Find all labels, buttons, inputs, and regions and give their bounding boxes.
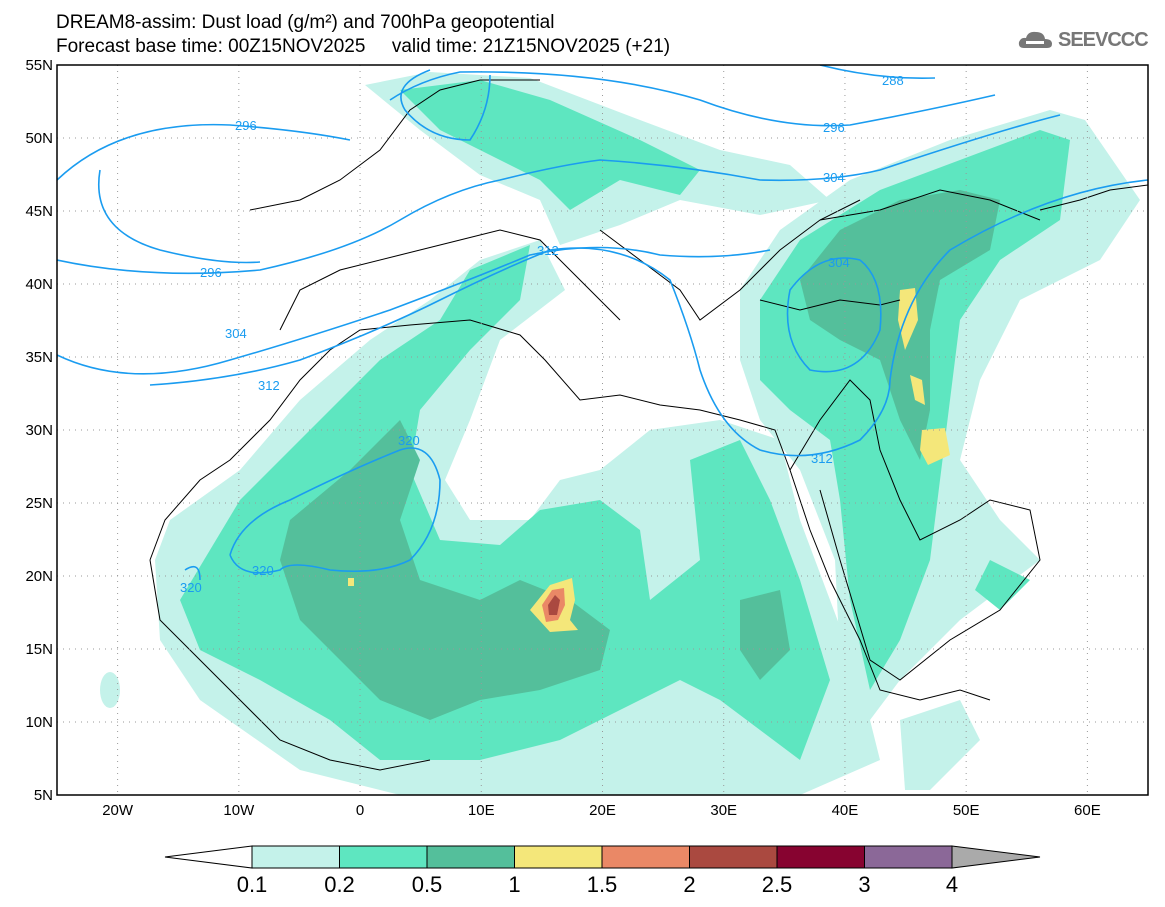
colorbar-under-arrow xyxy=(164,845,253,869)
lon-label: 60E xyxy=(1074,802,1101,819)
contour-label: 312 xyxy=(537,243,559,258)
colorbar-tick-label: 0.2 xyxy=(324,872,355,897)
lat-label: 30N xyxy=(25,422,53,439)
colorbar-swatch xyxy=(426,845,515,869)
contour-label: 304 xyxy=(823,170,845,185)
cloud-icon xyxy=(1018,31,1052,48)
colorbar-swatch xyxy=(339,845,428,869)
contour-label: 288 xyxy=(882,73,904,88)
colorbar-tick-label: 2.5 xyxy=(762,872,793,897)
lat-label: 25N xyxy=(25,495,53,512)
contour-label: 320 xyxy=(252,563,274,578)
colorbar-swatch xyxy=(251,845,340,869)
lon-label: 30E xyxy=(710,802,737,819)
contour-label: 296 xyxy=(200,265,222,280)
colorbar-tick-label: 1 xyxy=(508,872,520,897)
colorbar-swatch xyxy=(514,845,603,869)
lon-label: 20W xyxy=(102,802,134,819)
lat-label: 45N xyxy=(25,203,53,220)
lat-label: 10N xyxy=(25,714,53,731)
longitude-labels: 20W 10W 0 10E 20E 30E 40E 50E 60E xyxy=(102,802,1101,819)
chart-subtitle: Forecast base time: 00Z15NOV2025 valid t… xyxy=(56,36,671,57)
colorbar-tick-label: 2 xyxy=(683,872,695,897)
colorbar-swatch xyxy=(689,845,778,869)
contour-label: 320 xyxy=(180,580,202,595)
lon-label: 10E xyxy=(468,802,495,819)
lon-label: 0 xyxy=(356,802,364,819)
lon-label: 40E xyxy=(832,802,859,819)
contour-label: 296 xyxy=(235,118,257,133)
colorbar-tick-label: 3 xyxy=(858,872,870,897)
lat-label: 50N xyxy=(25,130,53,147)
lon-label: 50E xyxy=(953,802,980,819)
colorbar-tick-label: 0.5 xyxy=(412,872,443,897)
latitude-labels: 55N 50N 45N 40N 35N 30N 25N 20N 15N 10N 5N xyxy=(25,57,53,804)
colorbar-swatch xyxy=(601,845,690,869)
lat-label: 5N xyxy=(34,787,53,804)
dust-level-2 xyxy=(548,595,560,615)
geopotential-contours xyxy=(57,65,1148,581)
colorbar-tick-label: 1.5 xyxy=(587,872,618,897)
lon-label: 20E xyxy=(589,802,616,819)
seevccc-logo: SEEVCCC xyxy=(1018,28,1149,52)
contour-label: 304 xyxy=(828,255,850,270)
colorbar-over-arrow xyxy=(951,845,1041,869)
contour-label: 304 xyxy=(225,326,247,341)
colorbar: 0.1 0.2 0.5 1 1.5 2 2.5 3 4 xyxy=(164,845,1041,897)
colorbar-swatch xyxy=(864,845,953,869)
contour-label: 320 xyxy=(398,433,420,448)
colorbar-tick-label: 4 xyxy=(946,872,958,897)
logo-text: SEEVCCC xyxy=(1058,28,1149,51)
lat-label: 20N xyxy=(25,568,53,585)
contour-label: 296 xyxy=(823,120,845,135)
contour-label: 312 xyxy=(258,378,280,393)
colorbar-tick-label: 0.1 xyxy=(237,872,268,897)
lat-label: 40N xyxy=(25,276,53,293)
contour-labels: 288 296 296 296 304 304 304 312 312 312 … xyxy=(180,73,904,595)
colorbar-swatch xyxy=(776,845,865,869)
chart-title: DREAM8-assim: Dust load (g/m²) and 700hP… xyxy=(56,12,555,33)
contour-label: 312 xyxy=(811,451,833,466)
lat-label: 35N xyxy=(25,349,53,366)
lat-label: 15N xyxy=(25,641,53,658)
lat-label: 55N xyxy=(25,57,53,74)
map-area: 288 296 296 296 304 304 304 312 312 312 … xyxy=(57,65,1148,795)
lon-label: 10W xyxy=(223,802,255,819)
map-frame xyxy=(56,64,1149,796)
